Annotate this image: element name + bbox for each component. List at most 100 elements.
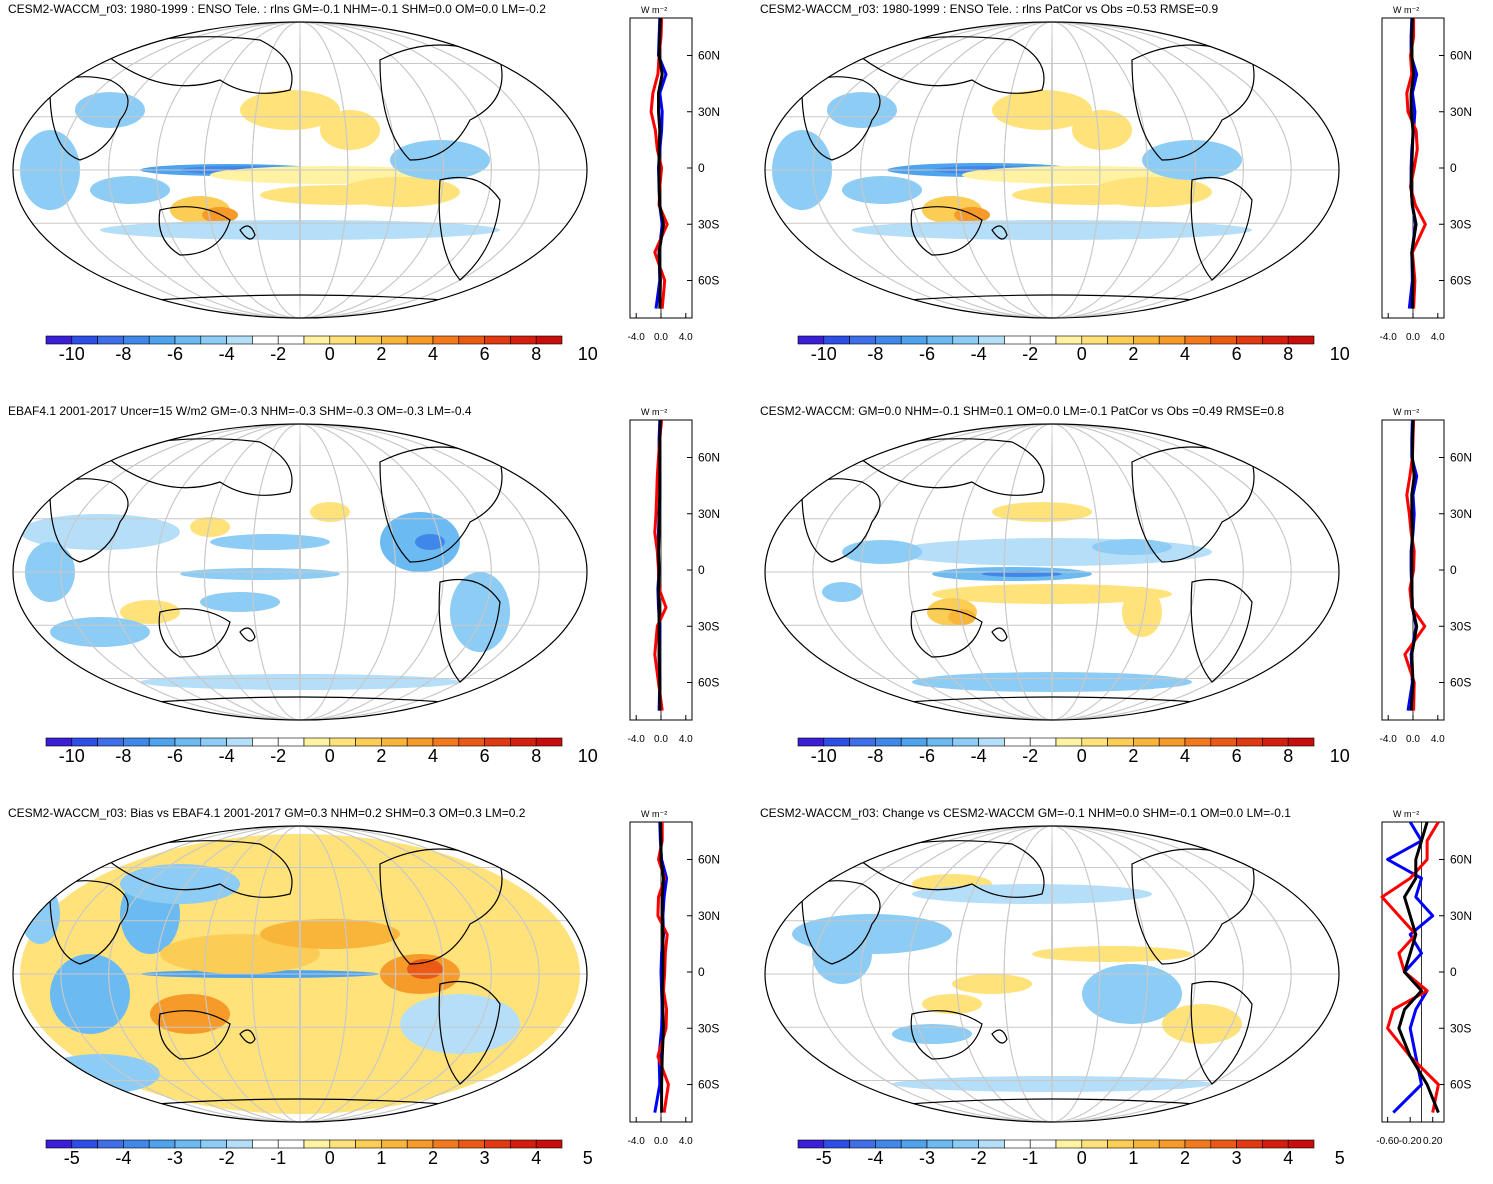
colorbar-box <box>252 737 279 747</box>
colorbar-box <box>277 335 305 345</box>
colorbar-box <box>329 335 356 345</box>
colorbar-label: 2 <box>376 746 386 766</box>
colorbar-box <box>432 1139 460 1149</box>
colorbar-label: 6 <box>1232 746 1242 766</box>
field-contour <box>310 502 350 522</box>
longitude-line <box>908 424 1196 720</box>
zonal-xtick-label: 4.0 <box>1431 332 1445 343</box>
zonal-xtick-label: 0.0 <box>1406 332 1420 343</box>
graticule <box>765 424 1339 720</box>
colorbar-box <box>97 335 124 345</box>
colorbar-box <box>900 737 928 747</box>
longitude-line <box>108 424 492 720</box>
colorbar-box <box>1055 737 1083 747</box>
colorbar-box <box>535 1139 563 1149</box>
colorbar-box <box>406 737 434 747</box>
colorbar-box <box>1133 1139 1160 1149</box>
colorbar-label: 4 <box>531 1148 541 1168</box>
zonal-ytick-label: 0 <box>698 965 705 979</box>
panel-title: CESM2-WACCM_r03: 1980-1999 : ENSO Tele. … <box>760 2 1219 16</box>
colorbar-box <box>406 335 434 345</box>
panel-figure: W m⁻² 60N 30N 0 30S 60S -4.0 0.0 4.0 -10 -8 -6 -4 -2 0… <box>764 407 1472 766</box>
zonal-mean-plot: W m⁻² 60N 30N 0 30S 60S -4.0 0.0 4.0 <box>628 809 720 1147</box>
coastline <box>1131 848 1255 965</box>
field-contour <box>190 517 230 537</box>
map <box>12 825 588 1123</box>
zonal-xtick-label: -4.0 <box>1380 734 1398 745</box>
zonal-ytick-label: 60N <box>1450 49 1472 63</box>
colorbar-label: 1 <box>1128 1148 1138 1168</box>
colorbar-label: 4 <box>1180 746 1190 766</box>
panel-figure: W m⁻² 60N 30N 0 30S 60S -4.0 0.0 4.0 -10 -8 -6 -4 -2 0… <box>12 407 720 766</box>
field-contour <box>912 884 1152 904</box>
colorbar-box <box>978 1139 1005 1149</box>
colorbar: -10 -8 -6 -4 -2 0 2 4 6 8 10 <box>45 335 598 364</box>
longitude-line <box>1051 826 1053 1122</box>
colorbar-box <box>1287 737 1315 747</box>
field-contour <box>20 884 60 944</box>
colorbar-label: -2 <box>971 1148 987 1168</box>
zonal-ytick-label: 60N <box>698 853 720 867</box>
zonal-ytick-label: 0 <box>698 563 705 577</box>
zonal-units: W m⁻² <box>1393 5 1419 15</box>
panel-figure: W m⁻² 60N 30N 0 30S 60S -4.0 0.0 4.0 -5 -4 -3 -2 -1 0 1… <box>12 809 720 1168</box>
colorbar-box <box>484 1139 511 1149</box>
colorbar-box <box>510 1139 537 1149</box>
colorbar-box <box>71 335 98 345</box>
colorbar-box <box>1210 737 1237 747</box>
colorbar-label: 6 <box>1232 344 1242 364</box>
panel-title: CESM2-WACCM: GM=0.0 NHM=-0.1 SHM=0.1 OM=… <box>760 404 1285 418</box>
graticule <box>765 22 1339 318</box>
colorbar-box <box>823 335 850 345</box>
longitude-line <box>1003 22 1101 318</box>
colorbar-box <box>797 1139 825 1149</box>
colorbar-box <box>200 1139 227 1149</box>
zonal-ytick-label: 30N <box>1450 507 1472 521</box>
zonal-ytick-label: 60N <box>1450 853 1472 867</box>
longitude-line <box>156 22 444 318</box>
colorbar-box <box>303 737 331 747</box>
zonal-xtick-label: -4.0 <box>1380 332 1398 343</box>
field-contour <box>992 90 1092 130</box>
field-contour <box>1142 140 1242 180</box>
field-contour <box>827 92 897 128</box>
colorbar-label: -2 <box>219 1148 235 1168</box>
coastline <box>239 225 256 240</box>
field-contour <box>90 176 170 204</box>
colorbar-box <box>226 1139 253 1149</box>
zonal-units: W m⁻² <box>1393 407 1419 417</box>
coastline <box>991 627 1008 642</box>
colorbar-box <box>1158 737 1186 747</box>
map-border <box>764 825 1340 1123</box>
colorbar-label: 8 <box>531 344 541 364</box>
map-border <box>12 423 588 721</box>
zonal-xtick-label: 0.0 <box>654 332 668 343</box>
colorbar-label: -2 <box>270 746 286 766</box>
colorbar-label: -4 <box>219 746 235 766</box>
colorbar-label: 4 <box>1283 1148 1293 1168</box>
coastline <box>158 206 231 256</box>
colorbar-box <box>1029 335 1057 345</box>
longitude-line <box>860 424 1244 720</box>
coastline <box>158 608 231 658</box>
colorbar-label: 5 <box>1335 1148 1345 1168</box>
colorbar: -5 -4 -3 -2 -1 0 1 2 3 4 5 <box>45 1139 593 1168</box>
colorbar-box <box>1158 1139 1186 1149</box>
colorbar-box <box>1210 335 1237 345</box>
zonal-units: W m⁻² <box>641 5 667 15</box>
colorbar-label: 0 <box>325 746 335 766</box>
longitude-line <box>203 424 397 720</box>
colorbar-box <box>484 335 511 345</box>
coastline <box>239 627 256 642</box>
field-contour <box>1122 587 1162 637</box>
field-contour <box>1012 185 1172 205</box>
zonal-xtick-label: -0.60 <box>1376 1136 1399 1147</box>
colorbar-label: 8 <box>1283 746 1293 766</box>
colorbar-label: -4 <box>219 344 235 364</box>
colorbar-box <box>535 737 563 747</box>
colorbar-box <box>1055 1139 1083 1149</box>
field-contour <box>450 572 510 652</box>
field-contour <box>260 919 400 949</box>
field-contour <box>1092 539 1172 555</box>
colorbar-box <box>1287 335 1315 345</box>
